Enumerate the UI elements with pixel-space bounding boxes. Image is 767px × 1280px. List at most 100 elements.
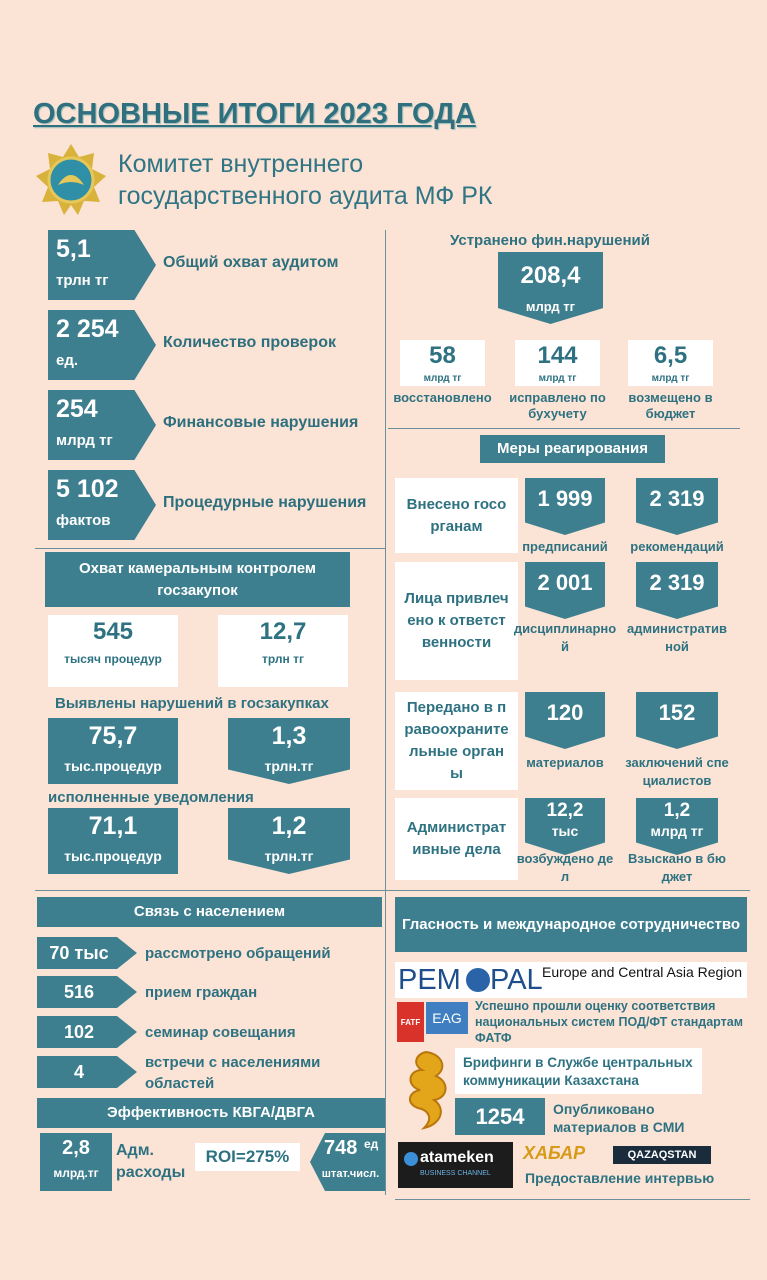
part-value: 58 — [429, 342, 456, 369]
measure-item-label: материалов — [526, 755, 604, 770]
summary-box — [48, 230, 156, 300]
measure-box — [525, 798, 605, 855]
summary-unit: фактов — [56, 512, 111, 529]
coverage-box — [218, 615, 348, 687]
measure-box — [636, 562, 718, 619]
staff-unit: ед — [364, 1137, 379, 1151]
violations-title: Выявлены нарушений в госзакупках — [55, 695, 329, 712]
eliminated-box — [498, 252, 603, 324]
divider — [35, 548, 385, 549]
summary-box — [48, 470, 156, 540]
org-name: Комитет внутреннего государственного ауд… — [118, 150, 493, 210]
measure-box — [525, 562, 605, 619]
measure-label: Внесено госорганам — [395, 478, 518, 553]
measure-box — [525, 692, 605, 749]
measure-value: 2 001 — [537, 570, 593, 595]
measure-unit: млрд тг — [650, 823, 704, 839]
measure-item-label: предписаний — [522, 539, 608, 554]
part-label: восстановлено — [393, 390, 492, 405]
eliminated-value: 208,4 — [520, 262, 581, 289]
summary-unit: ед. — [56, 352, 79, 369]
part-unit: млрд тг — [651, 373, 690, 384]
measure-item-label: заключений специалистов — [625, 755, 729, 788]
summary-box — [48, 390, 156, 460]
measure-value: 2 319 — [649, 570, 705, 595]
measure-label: Лица привлечено к ответственности — [395, 562, 518, 680]
pempal-region: Europe and Central Asia Region — [542, 964, 743, 980]
violations-value: 1,3 — [271, 722, 307, 750]
summary-value: 5 102 — [56, 475, 119, 503]
measure-item-label: Взыскано в бюджет — [627, 851, 727, 884]
part-box — [628, 340, 713, 386]
part-box — [400, 340, 485, 386]
measure-box — [636, 692, 718, 749]
published-label: Опубликовано материалов в СМИ — [553, 1101, 685, 1135]
summary-label: Финансовые нарушения — [163, 414, 359, 431]
emblem — [36, 144, 106, 215]
eliminated-title: Устранено фин.нарушений — [449, 232, 650, 249]
atameken-logo — [398, 1142, 513, 1188]
fatf-text: Успешно прошли оценку соответствия нацио… — [475, 999, 743, 1045]
summary-value: 254 — [56, 395, 98, 423]
summary-label: Количество проверок — [163, 334, 336, 351]
pempal-box — [395, 962, 747, 998]
measure-value: 1,2 — [663, 800, 691, 821]
part-value: 144 — [537, 342, 578, 369]
measure-value: 1 999 — [537, 486, 593, 511]
part-label: возмещено в бюджет — [628, 390, 713, 421]
dragon-image — [409, 1050, 447, 1130]
eag-logo: EAG — [426, 1002, 468, 1034]
measure-label: Административные дела — [395, 798, 518, 880]
coverage-value: 545 — [92, 618, 134, 645]
public-title: Связь с населением — [37, 897, 382, 927]
violations-unit: тыс.процедур — [64, 758, 162, 774]
public-box: 70 тыс — [37, 937, 137, 969]
public-label: рассмотрено обращений — [145, 945, 331, 962]
measure-item-label: дисциплинарной — [513, 621, 617, 654]
published-box: 1254 — [455, 1098, 545, 1135]
measure-item-label: административной — [626, 621, 728, 654]
coverage-unit: трлн тг — [262, 652, 304, 666]
measure-value: 120 — [546, 700, 584, 725]
notices-value: 71,1 — [88, 812, 138, 840]
violations-value: 75,7 — [88, 722, 138, 750]
measure-box — [636, 798, 718, 855]
procurement-title: Охват камеральным контролем госзакупок — [45, 552, 350, 607]
divider — [35, 890, 750, 891]
staff-value: 748 — [324, 1137, 358, 1159]
violations-unit: трлн.тг — [264, 758, 314, 774]
summary-box — [48, 310, 156, 380]
measure-unit: тыс — [551, 823, 579, 839]
atameken-sub: BUSINESS CHANNEL — [420, 1170, 491, 1177]
part-box — [515, 340, 600, 386]
coverage-unit: тысяч процедур — [64, 652, 162, 666]
notices-unit: трлн.тг — [264, 848, 314, 864]
fatf-logo: FATF — [397, 1002, 424, 1042]
efficiency-title: Эффективность КВГА/ДВГА — [37, 1098, 385, 1128]
violations-box — [228, 718, 350, 784]
measure-value: 2 319 — [649, 486, 705, 511]
part-unit: млрд тг — [423, 373, 462, 384]
violations-box — [48, 718, 178, 784]
measures-title: Меры реагирования — [480, 435, 665, 463]
costs-unit: млрд.тг — [53, 1166, 99, 1180]
measure-value: 152 — [658, 700, 696, 725]
briefing-box: Брифинги в Службе центральных коммуникац… — [455, 1048, 702, 1094]
page-title: ОСНОВНЫЕ ИТОГИ 2023 ГОДА — [33, 98, 476, 130]
measure-box — [636, 478, 718, 535]
khabar-logo: ХАБАР — [523, 1143, 586, 1163]
costs-value: 2,8 — [62, 1137, 90, 1159]
summary-label: Общий охват аудитом — [163, 254, 339, 271]
eliminated-unit: млрд тг — [525, 299, 576, 314]
notices-box — [48, 808, 178, 874]
notices-box — [228, 808, 350, 874]
measure-item-label: рекомендаций — [630, 539, 724, 554]
costs-box — [40, 1133, 112, 1191]
costs-label: Адм. расходы — [116, 1142, 186, 1181]
summary-value: 2 254 — [56, 315, 119, 343]
divider — [388, 428, 740, 429]
public-box: 4 — [37, 1056, 137, 1088]
notices-title: исполненные уведомления — [48, 789, 254, 806]
summary-unit: млрд тг — [56, 432, 113, 449]
